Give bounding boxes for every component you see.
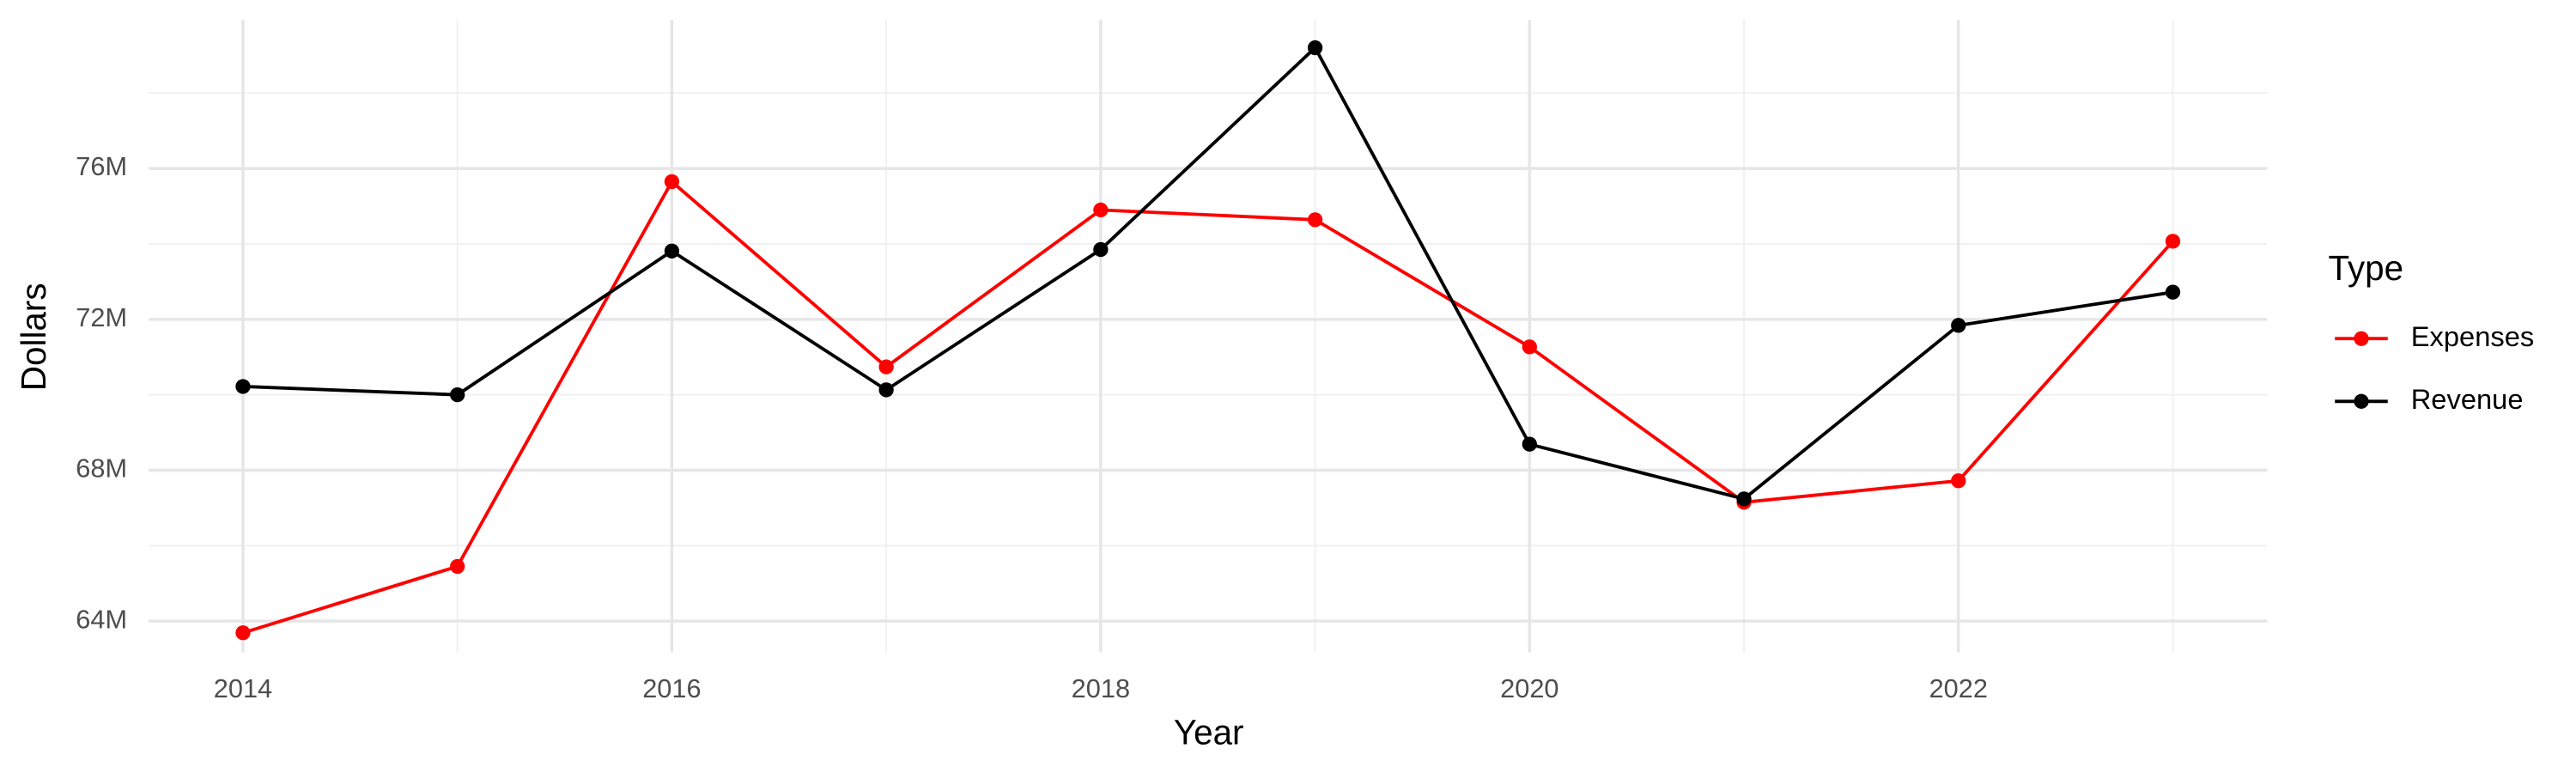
y-tick-label: 68M	[76, 453, 127, 484]
point	[1307, 212, 1323, 228]
legend-key-point	[2354, 331, 2369, 346]
x-tick-label: 2020	[1500, 673, 1558, 703]
point	[664, 243, 680, 259]
legend-key-point	[2354, 393, 2369, 409]
point	[235, 625, 251, 641]
point	[664, 173, 680, 190]
point	[878, 382, 894, 398]
x-tick-label: 2022	[1929, 673, 1988, 703]
y-axis-title: Dollars	[14, 283, 53, 391]
x-tick-label: 2018	[1072, 673, 1130, 703]
point	[1522, 436, 1537, 452]
x-tick-label: 2016	[642, 673, 701, 703]
point	[1522, 339, 1537, 355]
point	[1736, 491, 1752, 507]
x-axis-title: Year	[1174, 712, 1244, 752]
y-tick-label: 64M	[76, 604, 127, 634]
legend-label: Expenses	[2411, 320, 2535, 352]
point	[450, 386, 465, 403]
y-tick-label: 76M	[76, 151, 127, 181]
y-tick-label: 72M	[76, 302, 127, 332]
point	[1093, 241, 1109, 258]
series-line	[242, 179, 2174, 635]
series-line	[242, 45, 2173, 501]
point	[2165, 284, 2181, 300]
point	[235, 379, 251, 394]
legend-title: Type	[2329, 248, 2404, 288]
point	[450, 558, 465, 575]
point	[1951, 318, 1966, 333]
point	[1951, 473, 1966, 489]
x-tick-label: 2014	[214, 673, 272, 703]
point	[878, 359, 894, 374]
point	[1093, 202, 1109, 218]
point	[1307, 40, 1323, 56]
point	[2165, 234, 2181, 249]
legend-label: Revenue	[2411, 383, 2524, 415]
